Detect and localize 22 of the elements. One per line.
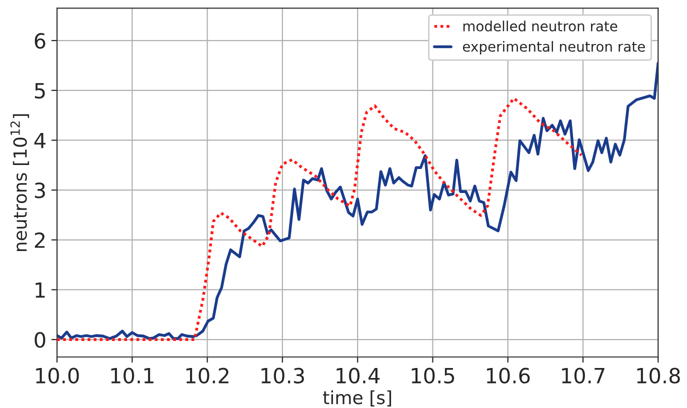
y-tick-label: 0 <box>34 332 46 348</box>
x-tick-label: 10.8 <box>637 368 680 384</box>
line-series <box>57 96 583 341</box>
legend-label: experimental neutron rate <box>462 41 645 54</box>
x-tick-label: 10.2 <box>186 368 228 384</box>
y-tick-label: 6 <box>34 33 46 49</box>
x-tick-label: 10.3 <box>262 368 304 384</box>
x-tick-label: 10.0 <box>36 368 79 384</box>
y-tick-label: 1 <box>36 282 45 298</box>
legend-label: modelled neutron rate <box>463 20 618 32</box>
x-tick-label: 10.6 <box>486 368 530 384</box>
y-tick-label: 4 <box>34 132 46 148</box>
y-tick-label: 3 <box>34 182 45 198</box>
x-axis-title: time [s] <box>323 390 392 406</box>
x-tick-label: 10.7 <box>562 368 604 384</box>
x-tick-label: 10.1 <box>111 368 154 384</box>
y-axis-title: neutrons [10$^{12}$] <box>10 114 30 251</box>
x-tick-label: 10.4 <box>336 368 380 384</box>
y-tick-label: 5 <box>34 83 45 99</box>
y-tick-label: 2 <box>34 232 45 248</box>
line-series <box>57 62 658 340</box>
x-tick-label: 10.5 <box>412 368 454 384</box>
